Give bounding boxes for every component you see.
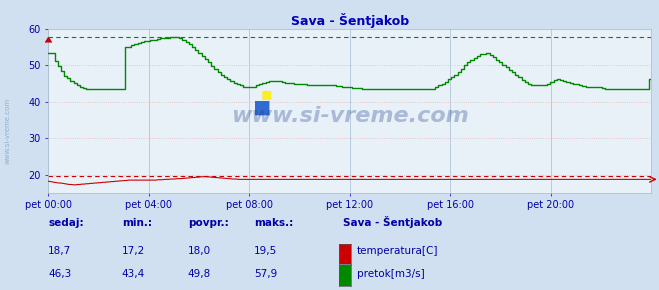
Text: sedaj:: sedaj:	[48, 218, 84, 228]
Text: 18,0: 18,0	[188, 246, 211, 256]
Text: min.:: min.:	[122, 218, 152, 228]
Text: 57,9: 57,9	[254, 269, 277, 279]
Text: ◼: ◼	[253, 98, 272, 118]
Text: 46,3: 46,3	[48, 269, 71, 279]
Text: pretok[m3/s]: pretok[m3/s]	[357, 269, 425, 279]
Text: Sava - Šentjakob: Sava - Šentjakob	[343, 216, 442, 228]
Text: 43,4: 43,4	[122, 269, 145, 279]
Text: www.si-vreme.com: www.si-vreme.com	[231, 106, 469, 126]
Title: Sava - Šentjakob: Sava - Šentjakob	[291, 13, 409, 28]
Text: 17,2: 17,2	[122, 246, 145, 256]
Text: www.si-vreme.com: www.si-vreme.com	[5, 97, 11, 164]
Text: maks.:: maks.:	[254, 218, 293, 228]
Text: 49,8: 49,8	[188, 269, 211, 279]
Text: 19,5: 19,5	[254, 246, 277, 256]
Text: ◼: ◼	[261, 88, 273, 102]
Text: 18,7: 18,7	[48, 246, 71, 256]
Text: povpr.:: povpr.:	[188, 218, 229, 228]
Text: temperatura[C]: temperatura[C]	[357, 246, 439, 256]
